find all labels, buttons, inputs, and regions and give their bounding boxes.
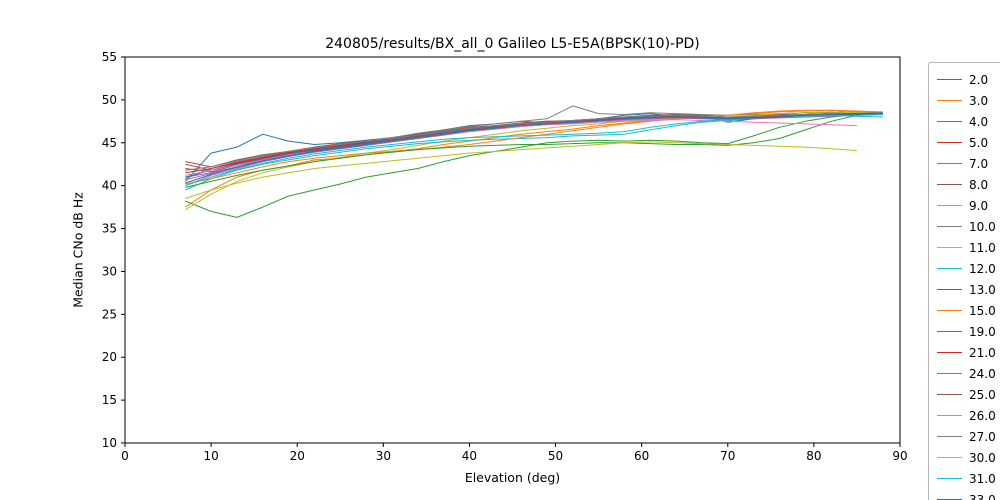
series-line-33.0 xyxy=(185,113,883,184)
legend-label: 10.0 xyxy=(969,219,996,234)
legend-label: 15.0 xyxy=(969,303,996,318)
legend-item: 24.0 xyxy=(937,363,1000,384)
legend-label: 33.0 xyxy=(969,492,996,500)
legend-item: 25.0 xyxy=(937,384,1000,405)
legend-label: 30.0 xyxy=(969,450,996,465)
series-line-11.0 xyxy=(185,111,883,211)
series-line-27.0 xyxy=(185,113,883,171)
legend-item: 26.0 xyxy=(937,405,1000,426)
x-tick-label: 20 xyxy=(290,449,305,463)
y-tick-label: 20 xyxy=(102,350,117,364)
legend-swatch xyxy=(937,142,962,143)
y-tick-label: 45 xyxy=(102,136,117,150)
legend-swatch xyxy=(937,163,962,164)
legend-item: 21.0 xyxy=(937,342,1000,363)
legend-swatch xyxy=(937,121,962,122)
legend-swatch xyxy=(937,331,962,332)
x-tick-label: 30 xyxy=(376,449,391,463)
legend-swatch xyxy=(937,352,962,353)
y-tick-label: 40 xyxy=(102,179,117,193)
x-tick-label: 80 xyxy=(806,449,821,463)
legend-swatch xyxy=(937,79,962,80)
legend-label: 3.0 xyxy=(969,93,989,108)
y-tick-label: 30 xyxy=(102,264,117,278)
series-line-30.0 xyxy=(185,141,857,199)
x-tick-label: 40 xyxy=(462,449,477,463)
legend-item: 4.0 xyxy=(937,111,1000,132)
legend-item: 27.0 xyxy=(937,426,1000,447)
series-line-3.0 xyxy=(185,109,883,208)
legend-swatch xyxy=(937,205,962,206)
legend-label: 9.0 xyxy=(969,198,989,213)
legend-swatch xyxy=(937,310,962,311)
legend-item: 2.0 xyxy=(937,69,1000,90)
legend-item: 8.0 xyxy=(937,174,1000,195)
legend-label: 2.0 xyxy=(969,72,989,87)
legend-item: 11.0 xyxy=(937,237,1000,258)
legend-label: 21.0 xyxy=(969,345,996,360)
y-axis-label: Median CNo dB Hz xyxy=(70,192,86,308)
y-tick-label: 35 xyxy=(102,222,117,236)
series-line-19.0 xyxy=(185,113,883,188)
y-tick-label: 15 xyxy=(102,393,117,407)
series-line-26.0 xyxy=(185,119,857,176)
legend-item: 3.0 xyxy=(937,90,1000,111)
legend-swatch xyxy=(937,268,962,269)
legend-label: 27.0 xyxy=(969,429,996,444)
chart-title: 240805/results/BX_all_0 Galileo L5-E5A(B… xyxy=(325,36,700,52)
legend-item: 7.0 xyxy=(937,153,1000,174)
legend-swatch xyxy=(937,226,962,227)
legend: 2.0 3.0 4.0 5.0 7.0 8.0 9.0 10.0 11.0 12.0 13.0 15.… xyxy=(928,62,1000,500)
legend-label: 19.0 xyxy=(969,324,996,339)
x-tick-label: 90 xyxy=(892,449,907,463)
legend-swatch xyxy=(937,247,962,248)
legend-swatch xyxy=(937,373,962,374)
legend-item: 19.0 xyxy=(937,321,1000,342)
legend-item: 5.0 xyxy=(937,132,1000,153)
x-tick-label: 10 xyxy=(203,449,218,463)
legend-label: 25.0 xyxy=(969,387,996,402)
legend-swatch xyxy=(937,478,962,479)
legend-swatch xyxy=(937,289,962,290)
y-tick-label: 50 xyxy=(102,93,117,107)
legend-item: 12.0 xyxy=(937,258,1000,279)
plot-border xyxy=(124,56,901,444)
legend-item: 15.0 xyxy=(937,300,1000,321)
y-tick-label: 25 xyxy=(102,307,117,321)
legend-label: 11.0 xyxy=(969,240,996,255)
x-tick-label: 0 xyxy=(121,449,129,463)
legend-swatch xyxy=(937,394,962,395)
legend-label: 7.0 xyxy=(969,156,989,171)
legend-swatch xyxy=(937,415,962,416)
legend-item: 13.0 xyxy=(937,279,1000,300)
legend-swatch xyxy=(937,457,962,458)
legend-item: 9.0 xyxy=(937,195,1000,216)
legend-label: 26.0 xyxy=(969,408,996,423)
legend-swatch xyxy=(937,184,962,185)
y-tick-label: 55 xyxy=(102,50,117,64)
x-tick-label: 60 xyxy=(634,449,649,463)
legend-swatch xyxy=(937,436,962,437)
legend-label: 5.0 xyxy=(969,135,989,150)
legend-label: 31.0 xyxy=(969,471,996,486)
legend-label: 4.0 xyxy=(969,114,989,129)
x-tick-label: 50 xyxy=(548,449,563,463)
legend-item: 30.0 xyxy=(937,447,1000,468)
legend-label: 13.0 xyxy=(969,282,996,297)
legend-label: 8.0 xyxy=(969,177,989,192)
legend-label: 24.0 xyxy=(969,366,996,381)
legend-item: 10.0 xyxy=(937,216,1000,237)
legend-label: 12.0 xyxy=(969,261,996,276)
y-tick-label: 10 xyxy=(102,436,117,450)
legend-swatch xyxy=(937,100,962,101)
legend-item: 33.0 xyxy=(937,489,1000,500)
legend-item: 31.0 xyxy=(937,468,1000,489)
x-axis-label: Elevation (deg) xyxy=(464,470,561,485)
x-tick-label: 70 xyxy=(720,449,735,463)
